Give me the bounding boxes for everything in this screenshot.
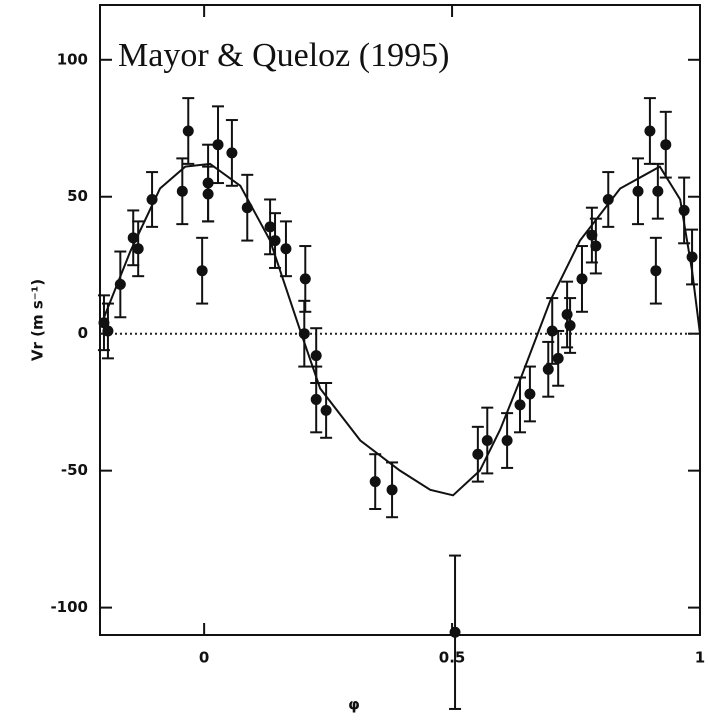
data-point xyxy=(212,139,224,151)
data-point xyxy=(660,139,672,151)
data-point xyxy=(298,328,310,340)
data-point xyxy=(552,352,564,364)
data-point xyxy=(269,235,281,247)
data-point xyxy=(472,448,484,460)
data-point xyxy=(182,125,194,137)
data-point xyxy=(264,221,276,233)
data-point xyxy=(524,388,536,400)
plot-frame xyxy=(99,4,701,636)
y-tick-label: 0 xyxy=(78,324,88,342)
data-point xyxy=(632,185,644,197)
data-point xyxy=(576,273,588,285)
data-point xyxy=(686,251,698,263)
data-point xyxy=(602,193,614,205)
x-axis-label: φ xyxy=(348,696,360,714)
data-point xyxy=(202,177,214,189)
data-point xyxy=(650,265,662,277)
data-point xyxy=(226,147,238,159)
fit-curve xyxy=(102,162,701,497)
data-point xyxy=(386,484,398,496)
data-point xyxy=(114,278,126,290)
data-point xyxy=(176,185,188,197)
data-point xyxy=(241,202,253,214)
data-point xyxy=(501,435,513,447)
y-tick-label: 100 xyxy=(57,50,88,68)
data-point xyxy=(564,319,576,331)
data-point xyxy=(514,399,526,411)
data-point xyxy=(644,125,656,137)
y-axis-label: Vr (m s⁻¹) xyxy=(29,279,47,361)
y-tick-label: 50 xyxy=(67,187,88,205)
data-point xyxy=(449,626,461,638)
data-point xyxy=(586,229,598,241)
x-tick-label: 0 xyxy=(199,649,209,667)
data-point xyxy=(542,363,554,375)
y-tick-label: -50 xyxy=(61,461,88,479)
data-point xyxy=(196,265,208,277)
data-point xyxy=(102,325,114,337)
data-point xyxy=(481,435,493,447)
data-point xyxy=(310,393,322,405)
x-tick-label: 1 xyxy=(695,649,705,667)
data-point xyxy=(590,240,602,252)
data-point xyxy=(280,243,292,255)
data-point xyxy=(652,185,664,197)
data-point xyxy=(369,476,381,488)
data-point xyxy=(310,350,322,362)
data-point xyxy=(146,193,158,205)
data-point xyxy=(127,232,139,244)
data-point xyxy=(320,404,332,416)
x-tick-label: 0.5 xyxy=(439,649,466,667)
data-point xyxy=(132,243,144,255)
data-point xyxy=(299,273,311,285)
data-point xyxy=(678,204,690,216)
chart-title: Mayor & Queloz (1995) xyxy=(118,37,449,74)
y-tick-label: -100 xyxy=(50,598,88,616)
data-point xyxy=(98,317,110,329)
